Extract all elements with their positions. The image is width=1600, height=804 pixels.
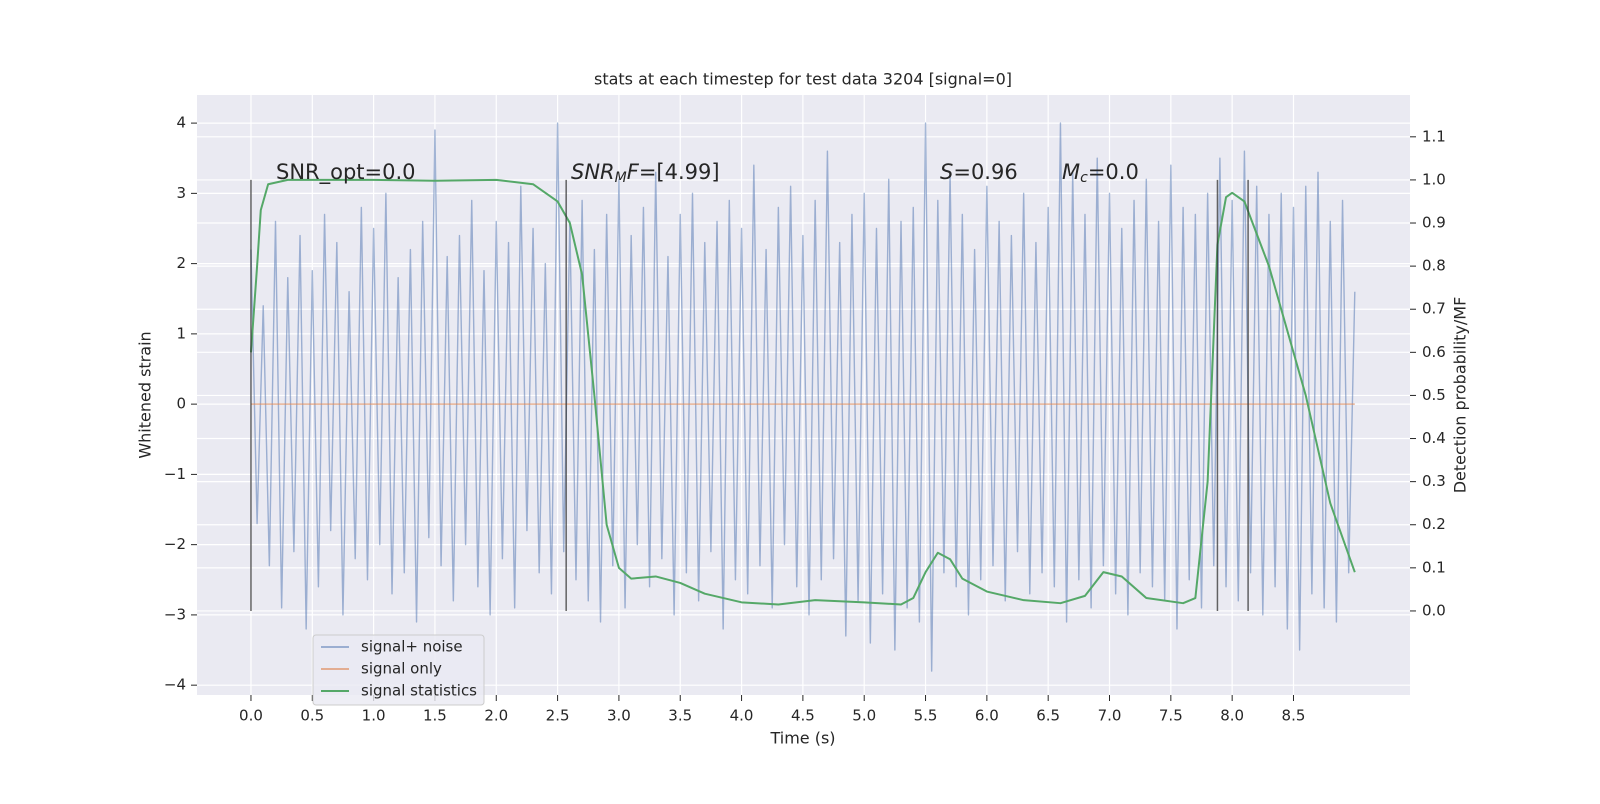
x-axis-label: Time (s) xyxy=(769,729,835,748)
x-tick-label: 6.0 xyxy=(975,707,999,725)
annotation-main: S xyxy=(940,160,953,184)
axes: 0.0 0.5 1.0 1.5 2.0 2.5 3.0 3.5 4.0 4.5 5.0 5.5 6.0 6… xyxy=(164,114,1446,725)
y2-tick-label: 0.0 xyxy=(1422,601,1446,619)
x-tick-label: 8.0 xyxy=(1220,707,1244,725)
annotation: SNR_opt=0.0 xyxy=(276,160,416,185)
y-axis-label: Whitened strain xyxy=(136,331,155,458)
annotation-rest: =0.96 xyxy=(953,160,1017,184)
x-tick-label: 3.5 xyxy=(668,707,692,725)
annotation: SNRMF=[4.99] xyxy=(571,160,720,186)
y-tick-label: −1 xyxy=(164,465,186,483)
x-tick-label: 1.0 xyxy=(362,707,386,725)
x-tick-label: 2.0 xyxy=(484,707,508,725)
legend-label: signal statistics xyxy=(361,682,477,700)
y2-tick-label: 0.6 xyxy=(1422,343,1446,361)
annotation-sub: c xyxy=(1080,170,1088,186)
annotation: Mc=0.0 xyxy=(1062,160,1139,186)
x-tick-label: 0.5 xyxy=(300,707,324,725)
y2-tick-label: 0.1 xyxy=(1422,558,1446,576)
x-tick-label: 1.5 xyxy=(423,707,447,725)
x-tick-label: 2.5 xyxy=(546,707,570,725)
y2-tick-label: 0.8 xyxy=(1422,257,1446,275)
annotations: SNR_opt=0.0 SNRMF=[4.99] S=0.96 Mc=0.0 xyxy=(276,160,1139,186)
y2-tick-label: 0.5 xyxy=(1422,386,1446,404)
y2-tick-label: 1.1 xyxy=(1422,127,1446,145)
y-tick-label: 2 xyxy=(176,254,186,272)
y-tick-label: 4 xyxy=(176,114,186,132)
annotation-rest-it: F xyxy=(627,160,640,184)
y2-tick-label: 0.2 xyxy=(1422,515,1446,533)
x-tick-label: 4.5 xyxy=(791,707,815,725)
y-tick-label: 1 xyxy=(176,324,186,342)
x-tick-label: 3.0 xyxy=(607,707,631,725)
annotation-main: M xyxy=(1062,160,1080,184)
x-tick-label: 7.5 xyxy=(1159,707,1183,725)
x-tick-label: 0.0 xyxy=(239,707,263,725)
annotation-sub: M xyxy=(615,170,627,186)
annotation-rest: F=[4.99] xyxy=(627,160,720,184)
y2-tick-label: 0.3 xyxy=(1422,472,1446,490)
y-tick-label: 0 xyxy=(176,395,186,413)
legend-label: signal only xyxy=(361,660,442,678)
y-tick-label: −4 xyxy=(164,676,186,694)
y-tick-label: −2 xyxy=(164,535,186,553)
x-tick-label: 4.0 xyxy=(730,707,754,725)
series-line xyxy=(249,178,1356,606)
annotation-rest-tail: =[4.99] xyxy=(639,160,720,184)
x-tick-label: 7.0 xyxy=(1098,707,1122,725)
y2-tick-label: 0.7 xyxy=(1422,300,1446,318)
series-line xyxy=(250,122,1356,672)
y2-axis-label: Detection probability/MF xyxy=(1451,297,1470,494)
annotation: S=0.96 xyxy=(940,160,1018,184)
x-tick-label: 8.5 xyxy=(1282,707,1306,725)
annotation-main: SNR xyxy=(571,160,615,184)
legend: signal+ noise signal only signal statistic… xyxy=(312,634,485,706)
y-tick-label: −3 xyxy=(164,605,186,623)
x-tick-label: 6.5 xyxy=(1036,707,1060,725)
x-tick-label: 5.5 xyxy=(914,707,938,725)
y2-tick-label: 0.4 xyxy=(1422,429,1446,447)
legend-label: signal+ noise xyxy=(361,638,463,656)
y2-tick-label: 1.0 xyxy=(1422,170,1446,188)
marks xyxy=(249,122,1356,672)
legend-box xyxy=(312,634,485,706)
chart-title: stats at each timestep for test data 320… xyxy=(594,70,1012,89)
y2-tick-label: 0.9 xyxy=(1422,214,1446,232)
x-tick-label: 5.0 xyxy=(852,707,876,725)
y-tick-label: 3 xyxy=(176,184,186,202)
annotation-main: SNR_opt=0.0 xyxy=(276,160,416,185)
annotation-rest: =0.0 xyxy=(1088,160,1139,184)
